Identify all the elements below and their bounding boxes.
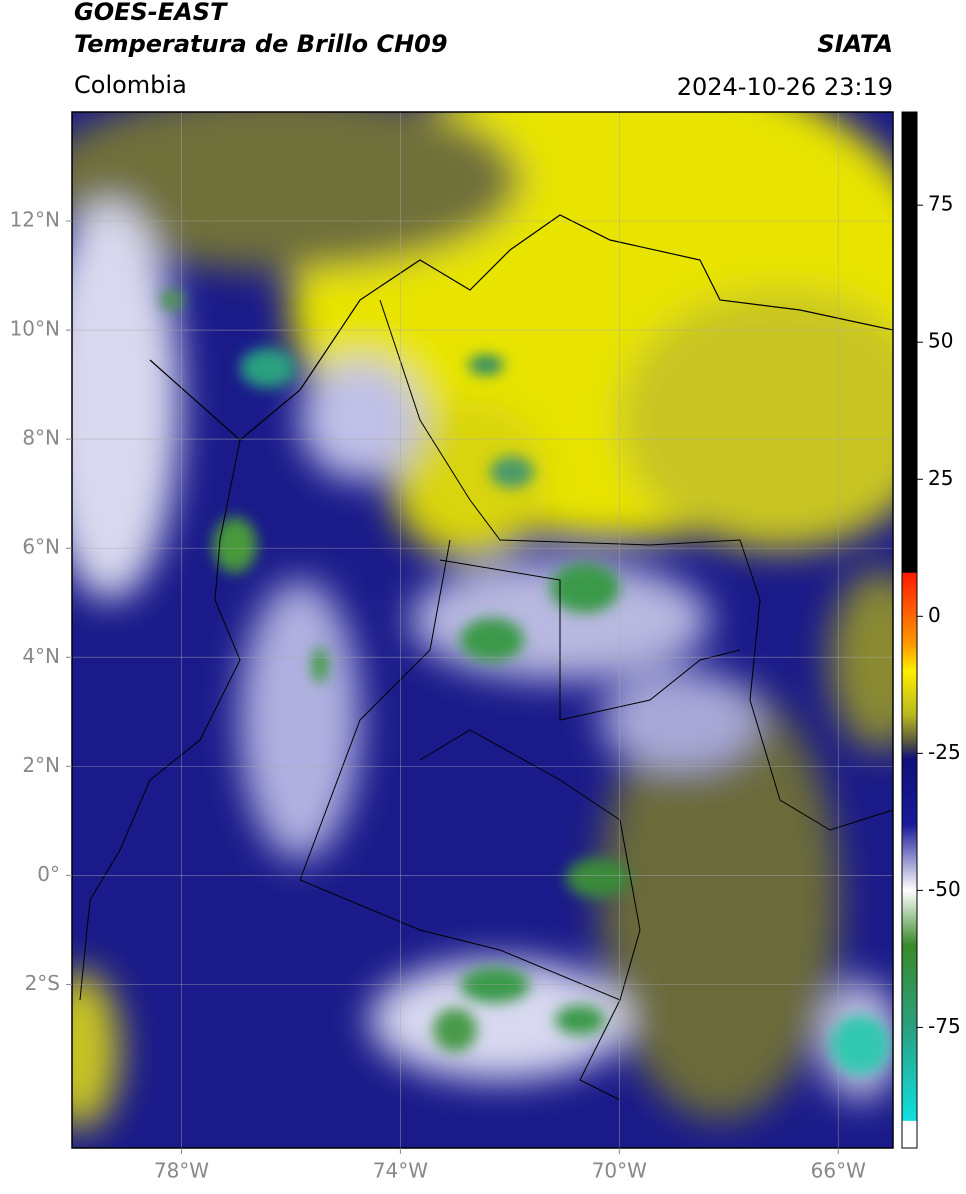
x-tick-label: 74°W [373, 1159, 428, 1183]
y-tick-label: 12°N [10, 208, 60, 232]
subtitle: Temperatura de Brillo CH09 [74, 30, 448, 58]
x-tick-label: 78°W [154, 1159, 209, 1183]
y-tick-label: 2°N [22, 753, 60, 777]
colorbar-label: 50 [928, 329, 953, 353]
y-tick-label: 10°N [10, 317, 60, 341]
colorbar-label: 0 [928, 603, 941, 627]
y-tick-label: 0° [37, 862, 60, 886]
x-tick-label: 70°W [592, 1159, 647, 1183]
y-tick-label: 2°S [25, 971, 60, 995]
satellite-image [72, 112, 893, 1148]
colorbar-label: -50 [928, 877, 961, 901]
map-frame [71, 111, 894, 1149]
datetime: 2024-10-26 23:19 [677, 73, 893, 101]
colorbar-label: -25 [928, 740, 961, 764]
y-tick-label: 6°N [22, 535, 60, 559]
title: GOES-EAST [74, 0, 228, 26]
region: Colombia [74, 71, 187, 99]
colorbar-label: 75 [928, 192, 953, 216]
grid [72, 112, 893, 1148]
colorbar-label: -75 [928, 1014, 961, 1038]
x-tick-label: 66°W [811, 1159, 866, 1183]
y-tick-label: 4°N [22, 644, 60, 668]
colorbar-label: 25 [928, 466, 953, 490]
source: SIATA [817, 30, 893, 58]
colorbar [901, 111, 918, 1149]
y-tick-label: 8°N [22, 426, 60, 450]
